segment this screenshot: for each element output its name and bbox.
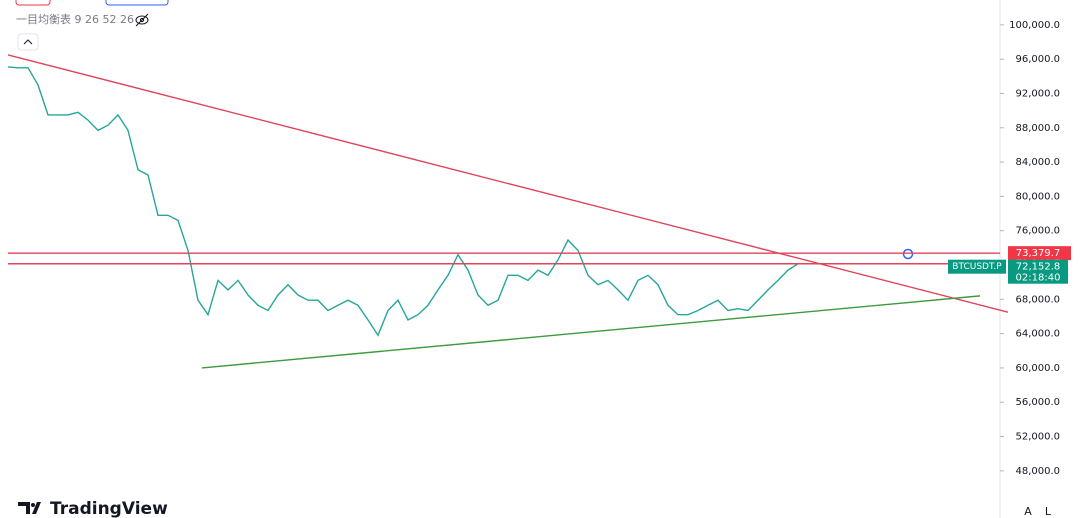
trend-line [7, 54, 1009, 313]
countdown-label: 02:18:40 [1016, 273, 1061, 284]
visibility-icon[interactable] [135, 13, 149, 27]
price-label: 73,379.7 [1016, 248, 1061, 259]
y-tick-label: 56,000.0 [1015, 397, 1060, 408]
trend-line [201, 295, 981, 369]
collapse-icon [23, 39, 33, 45]
brand-logo [18, 502, 41, 514]
y-tick-label: 84,000.0 [1015, 157, 1060, 168]
price-label-marker [1068, 246, 1071, 261]
price-label-box [1008, 259, 1068, 284]
y-tick-label: 48,000.0 [1015, 466, 1060, 477]
auto-scale-button[interactable]: A [1024, 505, 1032, 518]
y-tick-label: 100,000.0 [1009, 20, 1060, 31]
sell-button[interactable] [15, 0, 51, 6]
symbol-label-box [948, 259, 1006, 274]
y-tick-label: 52,000.0 [1015, 432, 1060, 443]
y-tick-label: 80,000.0 [1015, 191, 1060, 202]
y-tick-label: 60,000.0 [1015, 363, 1060, 374]
price-label: 72,152.8 [1016, 262, 1061, 273]
brand-name: TradingView [50, 499, 168, 518]
y-tick-label: 76,000.0 [1015, 226, 1060, 237]
symbol-label: BTCUSDT.P [952, 262, 1002, 272]
y-tick-label: 68,000.0 [1015, 294, 1060, 305]
y-tick-label: 88,000.0 [1015, 123, 1060, 134]
y-tick-label: 92,000.0 [1015, 88, 1060, 99]
y-tick-label: 96,000.0 [1015, 54, 1060, 65]
indicator-label: 一目均衡表 9 26 52 26 [16, 12, 134, 26]
drawing-handle[interactable] [902, 248, 914, 260]
log-scale-button[interactable]: L [1045, 505, 1052, 518]
y-tick-label: 64,000.0 [1015, 329, 1060, 340]
collapse-button[interactable] [17, 33, 39, 51]
price-label-box [1008, 246, 1068, 261]
price-line [7, 66, 799, 337]
buy-button[interactable] [105, 0, 169, 6]
